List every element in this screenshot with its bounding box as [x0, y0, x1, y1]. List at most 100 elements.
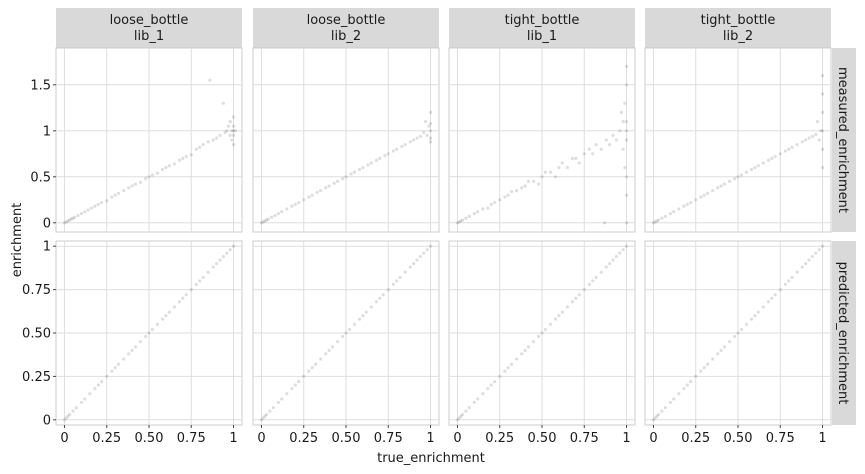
- data-point: [515, 357, 519, 361]
- data-point: [705, 362, 710, 366]
- data-point: [290, 204, 294, 208]
- data-point: [231, 143, 236, 147]
- data-point: [113, 193, 117, 197]
- data-point: [602, 221, 607, 225]
- data-point: [264, 218, 269, 222]
- data-point: [231, 124, 236, 128]
- data-point: [280, 397, 284, 401]
- data-point: [623, 166, 627, 170]
- data-point: [800, 265, 804, 269]
- data-point: [206, 140, 210, 144]
- data-point: [682, 386, 686, 391]
- y-tick-label: 1: [43, 124, 51, 139]
- data-point: [266, 217, 270, 221]
- data-point: [795, 270, 799, 274]
- data-point: [218, 133, 222, 137]
- data-point: [656, 412, 661, 417]
- data-point: [531, 340, 536, 344]
- data-point: [577, 161, 581, 165]
- data-point: [604, 138, 608, 142]
- data-point: [415, 258, 419, 262]
- data-point: [476, 397, 480, 401]
- data-point: [553, 317, 558, 321]
- x-tick-label: 0: [453, 431, 461, 446]
- data-point: [206, 270, 210, 274]
- data-point: [341, 177, 345, 181]
- data-point: [113, 366, 117, 370]
- x-tick-label: 0.25: [681, 431, 710, 446]
- data-point: [398, 275, 402, 280]
- data-point: [624, 83, 629, 87]
- strip-background: [832, 48, 856, 232]
- data-point: [313, 362, 318, 366]
- data-point: [722, 345, 727, 349]
- data-point: [682, 204, 686, 208]
- data-point: [172, 162, 176, 166]
- data-point: [164, 314, 168, 318]
- data-point: [756, 164, 760, 168]
- data-point: [543, 327, 547, 332]
- data-point: [408, 265, 412, 269]
- data-point: [699, 195, 703, 199]
- data-point: [259, 418, 264, 422]
- data-point: [778, 288, 782, 292]
- data-point: [711, 357, 715, 361]
- data-point: [457, 416, 461, 420]
- x-axis-title: true_enrichment: [377, 451, 485, 466]
- data-point: [147, 175, 151, 179]
- data-point: [364, 310, 368, 314]
- data-point: [814, 251, 818, 255]
- x-tick-label: 0.25: [485, 431, 514, 446]
- data-point: [155, 322, 160, 326]
- data-point: [150, 327, 154, 332]
- data-point: [619, 110, 624, 114]
- data-point: [261, 220, 265, 224]
- data-point: [428, 140, 433, 144]
- data-point: [378, 156, 382, 160]
- data-point: [655, 219, 659, 223]
- data-point: [467, 406, 471, 410]
- strip-label: predicted_enrichment: [835, 262, 850, 405]
- data-point: [310, 193, 314, 197]
- data-point: [223, 131, 227, 135]
- data-point: [694, 198, 698, 202]
- data-point: [807, 258, 811, 262]
- data-point: [83, 210, 87, 214]
- data-point: [293, 202, 297, 206]
- data-point: [127, 352, 131, 356]
- x-tick-label: 0: [60, 431, 68, 446]
- data-point: [412, 138, 416, 142]
- data-point: [509, 189, 514, 194]
- data-point: [335, 340, 340, 344]
- data-point: [293, 383, 297, 387]
- panel: 0 0.25 0.50 0.75 1 0 0.25 0.50 0.75 1: [22, 240, 243, 446]
- strip-label: measured_enrichment: [835, 67, 850, 213]
- strip-label-line2: lib_1: [527, 29, 557, 44]
- data-point: [181, 296, 185, 300]
- data-point: [523, 348, 527, 352]
- data-point: [531, 179, 536, 183]
- data-point: [582, 288, 586, 292]
- strip-background: [56, 8, 242, 48]
- data-point: [744, 322, 749, 326]
- data-point: [307, 369, 311, 373]
- data-point: [228, 248, 232, 252]
- data-point: [327, 348, 331, 352]
- data-point: [553, 175, 558, 179]
- data-point: [523, 184, 527, 188]
- x-tick-label: 1: [818, 431, 826, 446]
- data-point: [67, 412, 72, 417]
- panel: [448, 47, 636, 233]
- data-point: [361, 166, 365, 170]
- data-point: [537, 334, 541, 339]
- data-point: [66, 219, 70, 223]
- strip-background: [253, 8, 439, 48]
- data-point: [493, 200, 497, 205]
- data-point: [722, 182, 727, 186]
- y-tick-label: 1: [43, 240, 51, 255]
- data-point: [668, 400, 672, 405]
- data-point: [110, 369, 114, 373]
- data-point: [503, 369, 507, 373]
